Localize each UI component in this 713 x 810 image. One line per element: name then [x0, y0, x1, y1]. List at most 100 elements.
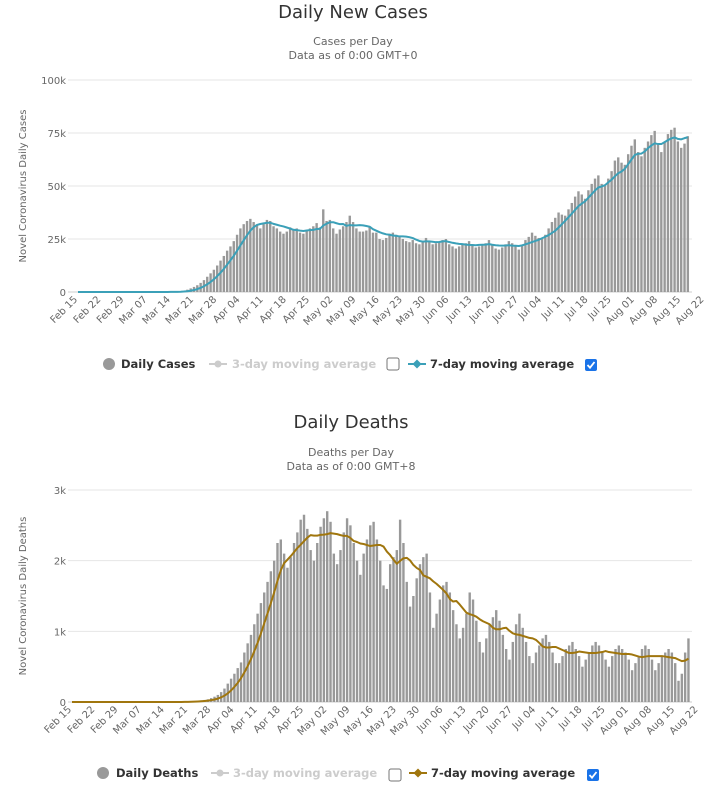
bar[interactable] — [229, 246, 231, 292]
bar[interactable] — [302, 234, 304, 292]
bar[interactable] — [266, 220, 268, 292]
bar[interactable] — [452, 610, 454, 702]
bar[interactable] — [299, 233, 301, 292]
bar[interactable] — [681, 674, 683, 702]
bar[interactable] — [677, 141, 679, 292]
bar[interactable] — [495, 610, 497, 702]
bar[interactable] — [332, 228, 334, 292]
bar[interactable] — [587, 190, 589, 292]
bar[interactable] — [571, 203, 573, 292]
bar[interactable] — [465, 614, 467, 702]
bar[interactable] — [482, 653, 484, 702]
bar[interactable] — [538, 645, 540, 702]
bar[interactable] — [488, 240, 490, 292]
bar[interactable] — [323, 518, 325, 702]
bar[interactable] — [594, 179, 596, 292]
bar[interactable] — [575, 649, 577, 702]
bar[interactable] — [591, 184, 593, 292]
bar[interactable] — [269, 221, 271, 292]
bar[interactable] — [578, 656, 580, 702]
bar[interactable] — [518, 614, 520, 702]
bar[interactable] — [409, 607, 411, 702]
bar[interactable] — [309, 550, 311, 702]
bar[interactable] — [296, 532, 298, 702]
bar[interactable] — [614, 649, 616, 702]
bar[interactable] — [402, 239, 404, 292]
bar[interactable] — [544, 235, 546, 292]
bar[interactable] — [421, 241, 423, 292]
bar[interactable] — [584, 199, 586, 292]
bar[interactable] — [541, 239, 543, 292]
bar[interactable] — [674, 663, 676, 702]
bar[interactable] — [290, 557, 292, 702]
bar[interactable] — [419, 564, 421, 702]
bar[interactable] — [368, 227, 370, 292]
bar[interactable] — [661, 656, 663, 702]
bar[interactable] — [518, 250, 520, 292]
bar[interactable] — [405, 241, 407, 292]
bar[interactable] — [535, 653, 537, 702]
bar[interactable] — [418, 244, 420, 292]
bar[interactable] — [521, 245, 523, 292]
bar[interactable] — [279, 232, 281, 292]
bar[interactable] — [372, 233, 374, 292]
bar[interactable] — [687, 136, 689, 292]
bar[interactable] — [395, 235, 397, 292]
bar[interactable] — [558, 663, 560, 702]
bar[interactable] — [644, 645, 646, 702]
bar[interactable] — [253, 624, 255, 702]
bar[interactable] — [638, 656, 640, 702]
bar[interactable] — [396, 550, 398, 702]
bar[interactable] — [581, 667, 583, 702]
bar[interactable] — [600, 184, 602, 292]
bar[interactable] — [565, 649, 567, 702]
bar[interactable] — [484, 243, 486, 292]
bar[interactable] — [445, 582, 447, 702]
bar[interactable] — [345, 222, 347, 292]
bar[interactable] — [471, 245, 473, 292]
bar[interactable] — [657, 145, 659, 292]
bar[interactable] — [240, 662, 242, 702]
bar[interactable] — [263, 592, 265, 702]
bar[interactable] — [451, 246, 453, 292]
bar[interactable] — [617, 157, 619, 292]
bar[interactable] — [282, 234, 284, 292]
7day-average-checkbox[interactable] — [585, 359, 597, 371]
bar[interactable] — [475, 621, 477, 702]
bar[interactable] — [640, 156, 642, 292]
bar[interactable] — [664, 653, 666, 702]
bar[interactable] — [620, 163, 622, 292]
bar[interactable] — [630, 146, 632, 292]
bar[interactable] — [250, 635, 252, 702]
bar[interactable] — [627, 154, 629, 292]
bar[interactable] — [459, 638, 461, 702]
bar[interactable] — [412, 596, 414, 702]
bar[interactable] — [541, 638, 543, 702]
legend-item-daily-cases[interactable]: Daily Cases — [103, 357, 196, 371]
bar[interactable] — [339, 550, 341, 702]
bar[interactable] — [628, 660, 630, 702]
bar[interactable] — [376, 539, 378, 702]
bar[interactable] — [299, 520, 301, 702]
bar[interactable] — [461, 244, 463, 292]
bar[interactable] — [378, 239, 380, 292]
bar[interactable] — [458, 246, 460, 292]
bar[interactable] — [316, 543, 318, 702]
bar[interactable] — [528, 237, 530, 292]
bar[interactable] — [252, 222, 254, 292]
bar[interactable] — [353, 543, 355, 702]
bar[interactable] — [687, 638, 689, 702]
bar[interactable] — [260, 603, 262, 702]
bar[interactable] — [468, 241, 470, 292]
bar[interactable] — [511, 243, 513, 292]
bar[interactable] — [386, 589, 388, 702]
bar[interactable] — [567, 209, 569, 292]
bar[interactable] — [219, 261, 221, 292]
bar[interactable] — [276, 543, 278, 702]
bar[interactable] — [272, 226, 274, 292]
bar[interactable] — [429, 592, 431, 702]
bar[interactable] — [435, 243, 437, 292]
bar[interactable] — [259, 228, 261, 292]
bar[interactable] — [607, 179, 609, 292]
bar[interactable] — [346, 518, 348, 702]
